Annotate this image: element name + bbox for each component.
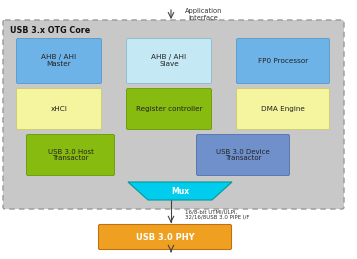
- Text: USB 3.0 Device
Transactor: USB 3.0 Device Transactor: [216, 148, 270, 162]
- Text: FP0 Processor: FP0 Processor: [258, 58, 308, 64]
- FancyBboxPatch shape: [99, 225, 231, 249]
- FancyBboxPatch shape: [236, 39, 330, 83]
- FancyBboxPatch shape: [196, 134, 290, 176]
- FancyBboxPatch shape: [26, 134, 115, 176]
- FancyBboxPatch shape: [126, 39, 211, 83]
- Text: Application
interface: Application interface: [185, 8, 222, 21]
- Text: DMA Engine: DMA Engine: [261, 106, 305, 112]
- Text: USB 3.0 Host
Transactor: USB 3.0 Host Transactor: [47, 148, 94, 162]
- Text: AHB / AHI
Slave: AHB / AHI Slave: [151, 54, 187, 68]
- Polygon shape: [128, 182, 232, 200]
- Text: 16/8-bit UTMI/ULPI,
32/16/8USB 3.0 PIPE I/F: 16/8-bit UTMI/ULPI, 32/16/8USB 3.0 PIPE …: [185, 209, 250, 220]
- Text: USB 3.x OTG Core: USB 3.x OTG Core: [10, 26, 90, 35]
- Text: Register controller: Register controller: [136, 106, 202, 112]
- FancyBboxPatch shape: [3, 20, 344, 209]
- Text: Mux: Mux: [171, 186, 189, 196]
- Text: USB 3.0 PHY: USB 3.0 PHY: [136, 233, 194, 241]
- FancyBboxPatch shape: [16, 89, 101, 130]
- FancyBboxPatch shape: [16, 39, 101, 83]
- Text: AHB / AHI
Master: AHB / AHI Master: [41, 54, 76, 68]
- Text: xHCI: xHCI: [51, 106, 67, 112]
- FancyBboxPatch shape: [126, 89, 211, 130]
- FancyBboxPatch shape: [236, 89, 330, 130]
